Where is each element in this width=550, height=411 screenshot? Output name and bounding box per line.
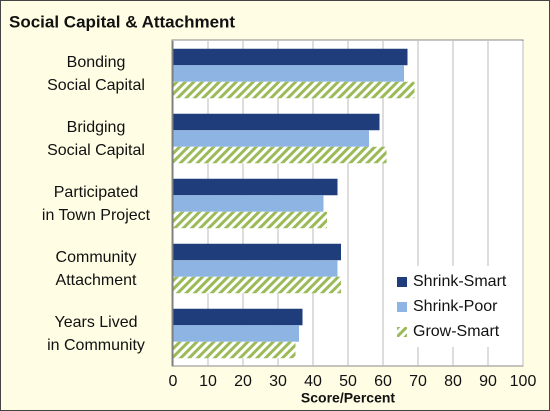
legend-swatch — [397, 327, 407, 337]
bar — [173, 195, 324, 212]
legend-label: Shrink-Smart — [413, 273, 507, 290]
bar — [173, 308, 303, 326]
y-tick-label: Bonding Social Capital — [47, 53, 145, 94]
y-tick-label: Community Attachment — [55, 248, 137, 289]
y-tick-label: Participated in Town Project — [41, 183, 151, 224]
bar — [173, 48, 408, 66]
legend-label: Shrink-Poor — [413, 298, 498, 315]
legend-swatch — [397, 302, 407, 312]
bar — [173, 65, 404, 82]
y-tick-label: Years Lived in Community — [47, 313, 145, 354]
bar — [173, 178, 338, 196]
bar — [173, 276, 341, 294]
x-tick-label: 40 — [304, 373, 322, 390]
x-tick-label: 20 — [234, 373, 252, 390]
x-tick-label: 80 — [444, 373, 462, 390]
bar — [173, 146, 387, 164]
bar — [173, 260, 338, 277]
bar — [173, 81, 415, 99]
x-tick-label: 60 — [374, 373, 392, 390]
x-tick-label: 50 — [339, 373, 357, 390]
x-tick-label: 70 — [409, 373, 427, 390]
legend-box — [389, 266, 521, 347]
x-tick-label: 90 — [479, 373, 497, 390]
chart-title: Social Capital & Attachment — [9, 12, 235, 31]
legend-swatch — [397, 277, 407, 287]
x-axis-label: Score/Percent — [301, 390, 395, 406]
bar — [173, 211, 327, 229]
x-tick-label: 100 — [510, 373, 537, 390]
bar — [173, 113, 380, 131]
x-tick-label: 0 — [169, 373, 178, 390]
bar — [173, 325, 299, 342]
y-tick-label: Bridging Social Capital — [47, 118, 145, 159]
bar — [173, 341, 296, 359]
bar — [173, 243, 341, 261]
bar — [173, 130, 369, 147]
x-tick-label: 30 — [269, 373, 287, 390]
legend-label: Grow-Smart — [413, 323, 500, 340]
x-tick-label: 10 — [199, 373, 217, 390]
